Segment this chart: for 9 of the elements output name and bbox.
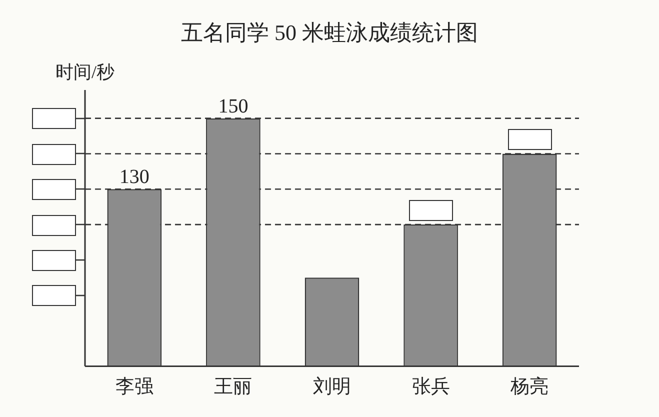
data-label: 150 — [218, 95, 248, 118]
x-tick-label: 王丽 — [214, 376, 252, 398]
chart-title: 五名同学 50 米蛙泳成绩统计图 — [180, 19, 479, 47]
x-tick-label: 刘明 — [313, 376, 351, 398]
data-label: 130 — [119, 166, 150, 188]
y-axis-title: 时间/秒 — [55, 62, 115, 82]
x-tick-label: 李强 — [115, 376, 154, 398]
x-tick-label: 张兵 — [412, 376, 450, 398]
x-tick-label: 杨亮 — [510, 376, 549, 398]
